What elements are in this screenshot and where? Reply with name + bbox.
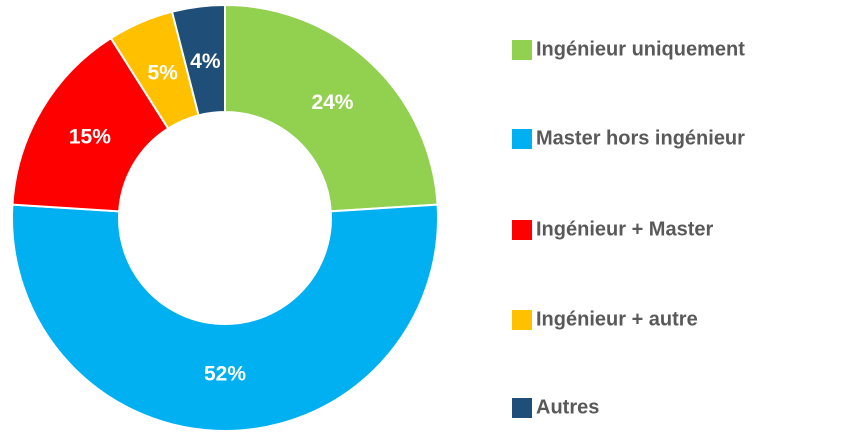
donut-segment [224, 3, 439, 213]
legend-label: Autres [536, 396, 599, 418]
legend-label: Ingénieur + autre [536, 308, 698, 330]
legend-swatch [512, 129, 532, 149]
legend-label: Master hors ingénieur [536, 127, 745, 149]
legend-swatch [512, 398, 532, 418]
value-label: 4% [190, 50, 221, 73]
value-label: 5% [147, 61, 178, 84]
donut-segment [170, 3, 226, 117]
legend-label: Ingénieur + Master [536, 218, 713, 240]
legend-swatch [512, 310, 532, 330]
value-label: 24% [311, 91, 353, 114]
donut-segment [11, 36, 170, 213]
value-label: 15% [69, 126, 111, 149]
donut-segment [11, 203, 439, 432]
legend-swatch [512, 40, 532, 60]
legend-swatch [512, 220, 532, 240]
legend-label: Ingénieur uniquement [536, 38, 745, 60]
value-label: 52% [204, 363, 246, 386]
